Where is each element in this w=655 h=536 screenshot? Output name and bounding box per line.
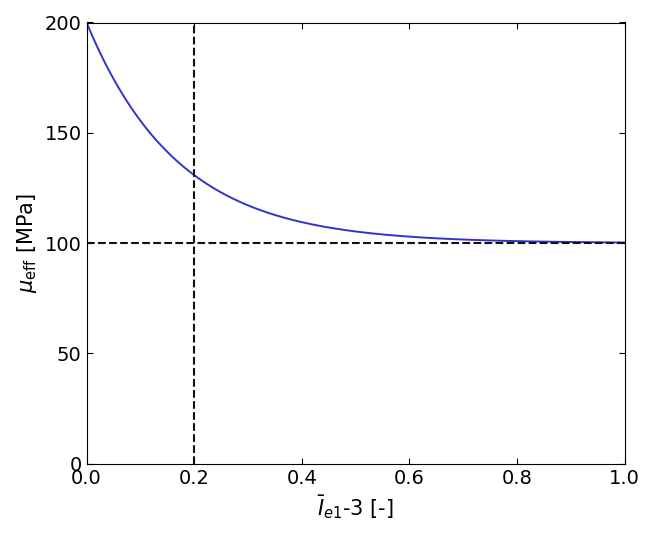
- X-axis label: $\bar{I}_{e1}$-3 [-]: $\bar{I}_{e1}$-3 [-]: [317, 493, 394, 521]
- Y-axis label: $\mu_{\mathrm{eff}}$ [MPa]: $\mu_{\mathrm{eff}}$ [MPa]: [15, 193, 39, 293]
